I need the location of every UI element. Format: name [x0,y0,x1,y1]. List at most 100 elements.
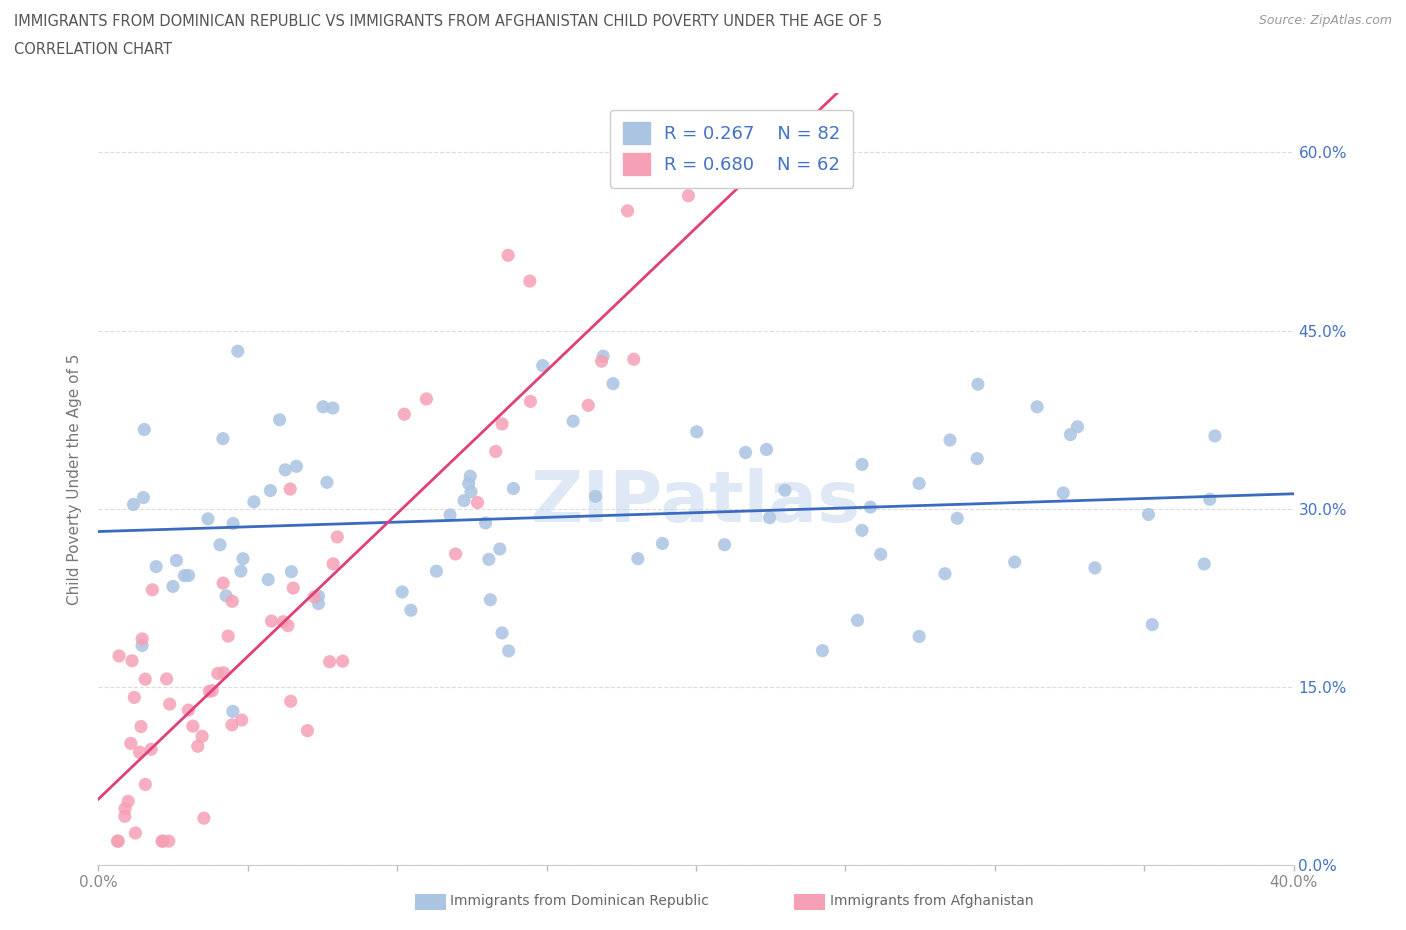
Point [519,273,541,288]
Point [107,833,129,848]
Point [131,631,153,646]
Point [108,648,131,663]
Point [453,493,475,508]
Point [173,568,195,583]
Point [166,553,188,568]
Point [222,704,245,719]
Point [908,629,931,644]
Point [198,684,221,698]
Point [141,742,163,757]
Point [145,559,167,574]
Point [1026,399,1049,414]
Point [124,826,146,841]
Point [141,582,163,597]
Point [322,401,344,416]
Point [651,536,673,551]
Point [316,475,339,490]
Point [602,377,624,392]
Point [193,811,215,826]
Point [939,432,962,447]
Point [859,499,882,514]
Point [627,551,650,566]
Point [114,809,136,824]
Point [128,745,150,760]
Text: Immigrants from Afghanistan: Immigrants from Afghanistan [830,894,1033,908]
Point [488,541,510,556]
Point [502,481,524,496]
Point [132,490,155,505]
Point [229,564,252,578]
Legend: R = 0.267    N = 82, R = 0.680    N = 62: R = 0.267 N = 82, R = 0.680 N = 62 [610,110,853,188]
Point [201,684,224,698]
Point [399,603,422,618]
Point [271,615,294,630]
Point [946,511,969,525]
Point [934,566,956,581]
Point [616,204,638,219]
Point [259,483,281,498]
Point [226,344,249,359]
Point [498,644,520,658]
Point [318,654,340,669]
Text: ZIPatlas: ZIPatlas [531,468,860,537]
Point [846,613,869,628]
Y-axis label: Child Poverty Under the Age of 5: Child Poverty Under the Age of 5 [67,353,83,604]
Point [592,349,614,364]
Point [322,556,344,571]
Point [122,497,145,512]
Point [260,614,283,629]
Point [207,666,229,681]
Point [134,777,156,791]
Point [851,457,873,472]
Point [479,592,502,607]
Point [197,512,219,526]
Text: IMMIGRANTS FROM DOMINICAN REPUBLIC VS IMMIGRANTS FROM AFGHANISTAN CHILD POVERTY : IMMIGRANTS FROM DOMINICAN REPUBLIC VS IM… [14,14,882,29]
Point [121,653,143,668]
Point [734,445,756,460]
Point [280,694,302,709]
Point [231,712,253,727]
Point [312,399,335,414]
Point [162,579,184,594]
Point [478,551,501,566]
Point [243,495,266,510]
Point [713,538,735,552]
Point [467,495,489,510]
Point [212,432,235,446]
Point [457,476,479,491]
Point [285,458,308,473]
Point [269,412,291,427]
Point [491,417,513,432]
Point [159,697,181,711]
Point [332,654,354,669]
Point [908,476,931,491]
Point [1137,507,1160,522]
Point [1059,427,1081,442]
Text: CORRELATION CHART: CORRELATION CHART [14,42,172,57]
Point [304,590,326,604]
Point [474,515,496,530]
Point [157,833,180,848]
Text: Source: ZipAtlas.com: Source: ZipAtlas.com [1258,14,1392,27]
Point [491,626,513,641]
Point [152,833,174,848]
Point [1052,485,1074,500]
Point [221,717,243,732]
Point [297,724,319,738]
Point [177,568,200,583]
Point [562,414,585,429]
Point [966,451,988,466]
Point [531,358,554,373]
Point [326,529,349,544]
Point [215,589,238,604]
Point [758,511,780,525]
Text: Immigrants from Dominican Republic: Immigrants from Dominican Republic [450,894,709,908]
Point [222,516,245,531]
Point [177,702,200,717]
Point [678,188,700,203]
Point [591,353,613,368]
Point [107,833,129,848]
Point [623,352,645,366]
Point [307,596,329,611]
Point [274,462,297,477]
